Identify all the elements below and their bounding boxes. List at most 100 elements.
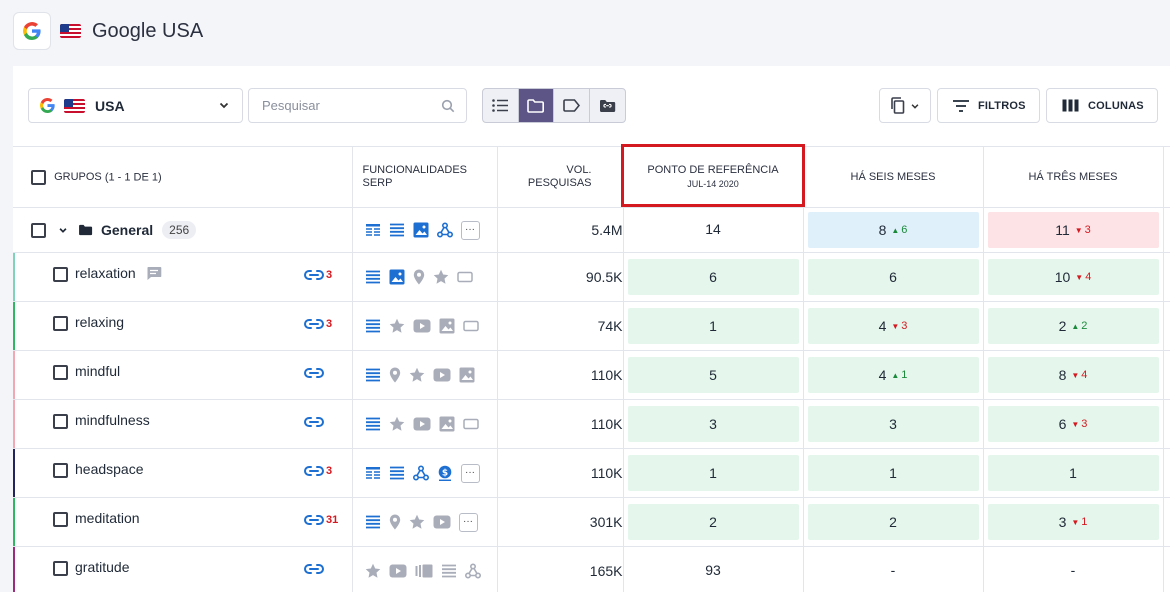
note-icon[interactable]: [146, 266, 162, 281]
organic-results-icon: [365, 319, 381, 333]
top-ads-icon: [463, 418, 479, 430]
six-months-position: 2: [807, 504, 979, 540]
linked-folder-view-button[interactable]: [590, 89, 625, 122]
copy-menu-button[interactable]: [879, 88, 931, 123]
three-months-position: 11 ▼ 3: [987, 212, 1159, 248]
backlinks-indicator[interactable]: 31: [304, 514, 338, 526]
three-months-column-header[interactable]: HÁ TRÊS MESES: [983, 146, 1164, 208]
columns-button[interactable]: COLUNAS: [1046, 88, 1158, 123]
groups-column-header[interactable]: GRUPOS (1 - 1 DE 1): [13, 146, 353, 208]
serp-features-column-header[interactable]: FUNCIONALIDADES SERP: [352, 146, 498, 208]
tags-view-button[interactable]: [554, 89, 590, 122]
search-icon[interactable]: [441, 99, 455, 113]
backlinks-indicator[interactable]: 3: [304, 269, 332, 281]
arrow-up-icon: ▲: [891, 370, 900, 380]
keyword-checkbox[interactable]: [53, 414, 68, 429]
view-mode-toggle: [482, 88, 626, 123]
reference-position: 2: [627, 504, 799, 540]
select-all-checkbox[interactable]: [31, 169, 46, 185]
columns-button-label: COLUNAS: [1088, 99, 1144, 112]
keyword-checkbox[interactable]: [53, 463, 68, 478]
carousel-icon: [415, 564, 433, 578]
more-features-button[interactable]: ···: [460, 220, 480, 240]
serp-features-cell: [352, 399, 498, 449]
page-header: Google USA: [0, 0, 1170, 64]
keyword-text[interactable]: mindful: [75, 363, 121, 379]
keyword-text[interactable]: mindfulness: [75, 412, 150, 428]
group-checkbox[interactable]: [31, 222, 46, 238]
backlinks-indicator[interactable]: [304, 367, 324, 379]
arrow-down-icon: ▼: [1071, 370, 1080, 380]
backlinks-indicator[interactable]: 3: [304, 318, 332, 330]
backlinks-indicator[interactable]: [304, 416, 324, 428]
table-header-row: GRUPOS (1 - 1 DE 1) FUNCIONALIDADES SERP…: [13, 146, 1170, 208]
rankings-table: GRUPOS (1 - 1 DE 1) FUNCIONALIDADES SERP…: [13, 146, 1170, 592]
link-count: 3: [326, 318, 333, 330]
position-change-up: ▲ 6: [891, 224, 907, 236]
groups-view-button[interactable]: [518, 89, 554, 122]
keyword-cell: relaxing 3: [13, 301, 353, 351]
six-months-cell: 8 ▲ 6: [803, 207, 984, 253]
change-value: 1: [901, 369, 908, 381]
keyword-checkbox[interactable]: [53, 561, 68, 576]
images-icon: [413, 222, 429, 238]
volume-cell: 110K: [497, 448, 624, 498]
serp-features-cell: [352, 252, 498, 302]
images-icon: [389, 269, 405, 285]
group-name[interactable]: General: [101, 222, 154, 238]
three-months-cell: 3 ▼ 1: [983, 497, 1164, 547]
knowledge-graph-icon: [465, 563, 481, 579]
next-column-edge: [1163, 448, 1170, 498]
group-row: General 256 ··· 5.4M 14 8 ▲ 6: [13, 207, 1170, 253]
more-features-button[interactable]: ···: [458, 512, 478, 532]
position-change-down: ▼ 1: [1071, 516, 1087, 528]
reference-position: 1: [627, 455, 799, 491]
keyword-cell: mindful: [13, 350, 353, 400]
search-input[interactable]: [262, 89, 432, 122]
reference-point-column-header[interactable]: PONTO DE REFERÊNCIA JUL-14 2020: [623, 146, 804, 208]
position-change-down: ▼ 4: [1071, 369, 1087, 381]
link-icon: [304, 269, 324, 281]
search-engine-select[interactable]: USA: [28, 88, 243, 123]
keyword-text[interactable]: gratitude: [75, 559, 130, 575]
change-value: 4: [1081, 369, 1088, 381]
three-months-position: 6 ▼ 3: [987, 406, 1159, 442]
keyword-text[interactable]: headspace: [75, 461, 144, 477]
chevron-down-icon[interactable]: [58, 225, 68, 235]
serp-features-cell: [352, 350, 498, 400]
keyword-text[interactable]: relaxation: [75, 265, 136, 281]
keyword-checkbox[interactable]: [53, 316, 68, 331]
filters-button[interactable]: FILTROS: [937, 88, 1040, 123]
reference-position: 6: [627, 259, 799, 295]
backlinks-indicator[interactable]: 3: [304, 465, 332, 477]
keyword-checkbox[interactable]: [53, 267, 68, 282]
six-months-position: 3: [807, 406, 979, 442]
more-features-button[interactable]: ···: [460, 463, 480, 483]
list-view-button[interactable]: [483, 89, 519, 122]
keyword-text[interactable]: relaxing: [75, 314, 125, 330]
next-column-edge: [1163, 207, 1170, 253]
filter-icon: [953, 99, 969, 112]
serp-features-cell: [352, 546, 498, 592]
next-column-edge: [1163, 497, 1170, 547]
backlinks-indicator[interactable]: [304, 563, 324, 575]
reference-position-cell: 93: [623, 546, 804, 592]
images-icon: [459, 367, 475, 383]
keyword-checkbox[interactable]: [53, 365, 68, 380]
serp-features-cell: ···: [352, 448, 498, 498]
top-ads-icon: [457, 271, 473, 283]
organic-results-icon: [365, 270, 381, 284]
position-value: 2: [1058, 318, 1067, 334]
three-months-position: 10 ▼ 4: [987, 259, 1159, 295]
google-logo[interactable]: [13, 12, 51, 50]
search-volume-column-header[interactable]: VOL. PESQUISAS: [497, 146, 624, 208]
usa-flag-icon: [60, 24, 81, 38]
groups-header-label: GRUPOS: [54, 170, 102, 183]
next-column-header-edge: [1163, 146, 1170, 208]
position-value: 4: [878, 367, 887, 383]
six-months-column-header[interactable]: HÁ SEIS MESES: [803, 146, 984, 208]
keyword-text[interactable]: meditation: [75, 510, 140, 526]
organic-results-icon: [365, 417, 381, 431]
arrow-up-icon: ▲: [891, 225, 900, 235]
keyword-checkbox[interactable]: [53, 512, 68, 527]
